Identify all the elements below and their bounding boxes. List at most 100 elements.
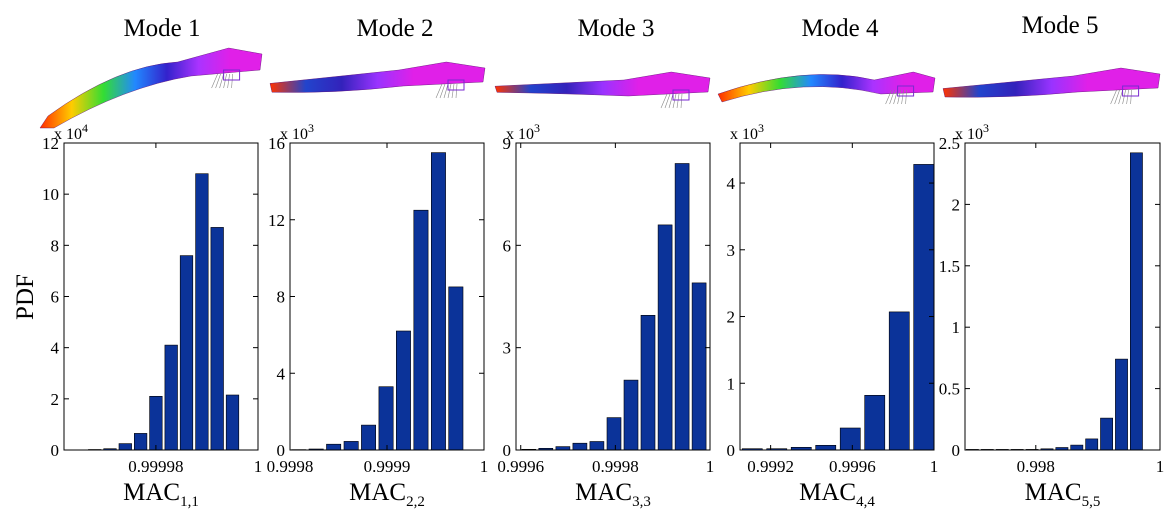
bar: [888, 311, 910, 451]
y-tick-label: 4: [727, 174, 736, 193]
y-tick-label: 0: [277, 441, 286, 460]
y-tick-label: 3: [503, 339, 512, 358]
bar: [210, 227, 224, 451]
y-tick-label: 10: [42, 185, 59, 204]
x-axis-label: MAC3,3: [575, 479, 651, 510]
mode-shape-strut: [227, 73, 230, 89]
bar: [1115, 358, 1128, 451]
mode-shape-strut: [439, 83, 446, 99]
bar: [674, 163, 690, 451]
y-tick-label: 4: [277, 364, 286, 383]
x-axis-label: MAC4,4: [799, 479, 875, 510]
mode-shape-gear: [223, 69, 241, 81]
bar: [640, 314, 656, 451]
y-tick-label: 0: [952, 441, 961, 460]
mode-shape-strut: [231, 73, 233, 89]
mode-shape-body: [39, 47, 263, 129]
panel-mode-4: Mode 4 0 1 2 3 4 0.9992 0.9996 1 x 103 MAC4,4: [717, 15, 939, 510]
mode-shape-strut: [451, 83, 455, 99]
x-tick-label: 1: [1156, 457, 1165, 476]
x-axis-label-subscript: 5,5: [1082, 494, 1101, 510]
mode-shape-strut: [905, 89, 907, 105]
bar: [225, 394, 240, 451]
mode-shape-strut: [897, 89, 901, 105]
y-axis-multiplier: x 103: [506, 121, 540, 143]
x-tick-label: 0.9998: [267, 457, 314, 476]
bar: [413, 209, 429, 451]
x-tick-label: 1: [930, 457, 939, 476]
mode-shape-strut: [435, 83, 443, 99]
bar: [179, 255, 194, 451]
x-axis-label-subscript: 3,3: [632, 494, 651, 510]
mode-shape-strut: [1122, 89, 1126, 105]
x-axis-label-subscript: 1,1: [180, 494, 199, 510]
mode-shape-strut: [676, 93, 680, 109]
x-tick-label: 0.998: [1017, 457, 1055, 476]
mode-shape-strut: [660, 93, 668, 109]
mode-shape-strut: [680, 93, 683, 109]
panel-mode-3: Mode 3 0 3 6 9 0.9996 0.9998 1 x 103 MAC3,3: [494, 15, 715, 510]
axes-frame: [964, 142, 1161, 451]
panel-mode-5: Mode 5 0 0.5 1 1.5 2 2.5 0.998 1 x 103 MAC5,5: [939, 12, 1165, 510]
bar: [134, 433, 148, 451]
y-tick-label: 8: [277, 288, 286, 307]
x-axis-label: MAC2,2: [349, 479, 425, 510]
mode-shape-gear: [897, 85, 915, 97]
mode-shape-gear: [672, 89, 690, 101]
panel-title: Mode 5: [1021, 12, 1098, 39]
x-tick-label: 0.9998: [592, 457, 639, 476]
y-tick-label: 4: [51, 339, 60, 358]
x-tick-label: 0.9996: [829, 457, 876, 476]
mode-shape-gear: [1122, 85, 1140, 97]
mode-shape-body: [942, 67, 1161, 98]
y-tick-label: 12: [268, 211, 285, 230]
bar: [326, 443, 342, 451]
panel-title: Mode 1: [123, 15, 200, 42]
bar: [691, 282, 707, 451]
x-axis-label: MAC1,1: [123, 479, 199, 510]
mode-shape-strut: [447, 83, 452, 99]
mode-shape-illustration: [269, 61, 486, 99]
mode-shape-strut: [1110, 89, 1117, 105]
mode-shape-illustration: [494, 71, 711, 109]
bar: [448, 286, 464, 451]
bar: [815, 444, 837, 451]
mode-shape-strut: [1126, 89, 1129, 105]
mode-shape-body: [494, 71, 711, 97]
y-axis-multiplier: x 104: [54, 121, 88, 143]
y-axis-multiplier: x 103: [280, 121, 314, 143]
x-tick-label: 0.9996: [497, 457, 544, 476]
y-axis-multiplier: x 103: [955, 121, 989, 143]
y-tick-label: 0: [727, 441, 736, 460]
bar: [1100, 417, 1113, 451]
bar: [1070, 444, 1084, 451]
bar: [657, 224, 673, 451]
bar-series: [291, 152, 464, 451]
y-tick-label: 0: [503, 441, 512, 460]
y-tick-label: 0.5: [939, 380, 960, 399]
bar: [572, 442, 588, 451]
bar: [195, 173, 209, 451]
mode-shape-strut: [443, 83, 449, 99]
mode-shape-strut: [211, 73, 218, 89]
mode-shape-strut: [223, 73, 227, 89]
bar: [164, 344, 178, 451]
mode-shape-illustration: [717, 71, 936, 105]
bar: [1085, 438, 1099, 451]
x-tick-label: 1: [706, 457, 715, 476]
y-tick-label: 12: [42, 134, 59, 153]
bar-series: [741, 164, 935, 451]
y-tick-label: 1.5: [939, 257, 960, 276]
y-axis-multiplier-exponent: 3: [534, 121, 540, 135]
y-axis-multiplier-exponent: 3: [758, 121, 764, 135]
bar: [555, 446, 571, 451]
mode-shape-strut: [672, 93, 677, 109]
x-tick-label: 1: [480, 457, 489, 476]
panel-title: Mode 3: [577, 15, 654, 42]
mode-shape-strut: [215, 73, 221, 89]
bar: [839, 427, 861, 451]
y-tick-label: 8: [51, 236, 60, 255]
mode-shape-body: [269, 61, 486, 93]
mode-shape-strut: [668, 93, 674, 109]
axes-frame: [515, 142, 711, 451]
